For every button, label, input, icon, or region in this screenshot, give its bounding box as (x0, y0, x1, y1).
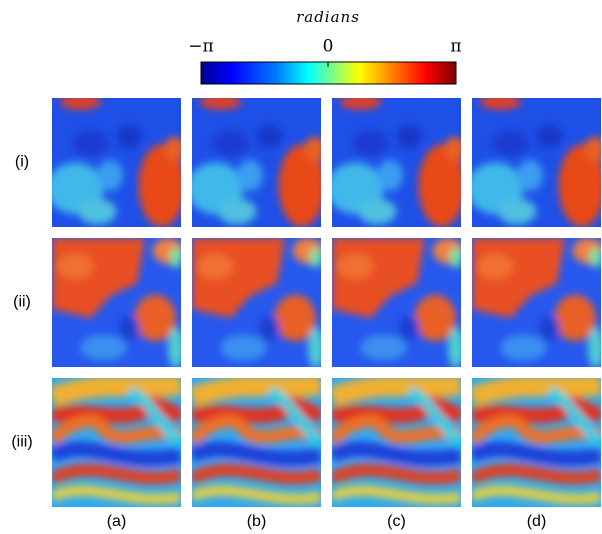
column-label: (c) (387, 513, 406, 530)
colorbar-title: radians (296, 8, 360, 26)
phase-map (327, 94, 465, 227)
column-label: (a) (107, 513, 127, 530)
phase-map (52, 378, 181, 507)
phase-map (472, 238, 602, 368)
phase-map (52, 238, 184, 368)
panel-grid (47, 94, 602, 507)
colorbar-tick: −π (188, 37, 213, 57)
colorbar-tick: 0 (323, 37, 334, 57)
phase-map (192, 378, 321, 507)
colorbar-tick: π (450, 37, 461, 57)
column-label: (d) (527, 513, 547, 530)
phase-map (472, 378, 601, 507)
phase-map (332, 238, 464, 368)
row-label: (iii) (11, 434, 32, 451)
column-label: (b) (247, 513, 267, 530)
phase-map (467, 94, 602, 227)
phase-map (192, 238, 324, 368)
phase-map (47, 94, 185, 227)
phase-map (187, 94, 325, 227)
row-label: (ii) (13, 294, 31, 311)
phase-map (332, 378, 461, 507)
row-label: (i) (15, 154, 29, 171)
